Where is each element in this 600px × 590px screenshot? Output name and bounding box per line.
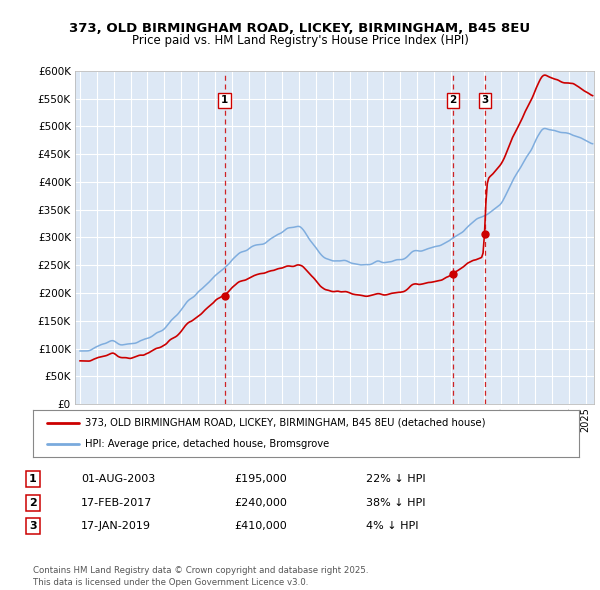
- Text: Price paid vs. HM Land Registry's House Price Index (HPI): Price paid vs. HM Land Registry's House …: [131, 34, 469, 47]
- Text: 38% ↓ HPI: 38% ↓ HPI: [366, 498, 425, 507]
- Text: 4% ↓ HPI: 4% ↓ HPI: [366, 522, 419, 531]
- Text: 01-AUG-2003: 01-AUG-2003: [81, 474, 155, 484]
- Text: 2: 2: [29, 498, 37, 507]
- Text: 373, OLD BIRMINGHAM ROAD, LICKEY, BIRMINGHAM, B45 8EU (detached house): 373, OLD BIRMINGHAM ROAD, LICKEY, BIRMIN…: [85, 418, 485, 428]
- Text: HPI: Average price, detached house, Bromsgrove: HPI: Average price, detached house, Brom…: [85, 439, 329, 449]
- Text: 1: 1: [29, 474, 37, 484]
- Text: 3: 3: [29, 522, 37, 531]
- Text: 17-JAN-2019: 17-JAN-2019: [81, 522, 151, 531]
- Text: Contains HM Land Registry data © Crown copyright and database right 2025.
This d: Contains HM Land Registry data © Crown c…: [33, 566, 368, 587]
- Text: £410,000: £410,000: [234, 522, 287, 531]
- Text: £195,000: £195,000: [234, 474, 287, 484]
- Text: 373, OLD BIRMINGHAM ROAD, LICKEY, BIRMINGHAM, B45 8EU: 373, OLD BIRMINGHAM ROAD, LICKEY, BIRMIN…: [70, 22, 530, 35]
- Text: 3: 3: [482, 95, 489, 105]
- Text: £240,000: £240,000: [234, 498, 287, 507]
- Text: 22% ↓ HPI: 22% ↓ HPI: [366, 474, 425, 484]
- Text: 2: 2: [449, 95, 457, 105]
- Text: 1: 1: [221, 95, 228, 105]
- Text: 17-FEB-2017: 17-FEB-2017: [81, 498, 152, 507]
